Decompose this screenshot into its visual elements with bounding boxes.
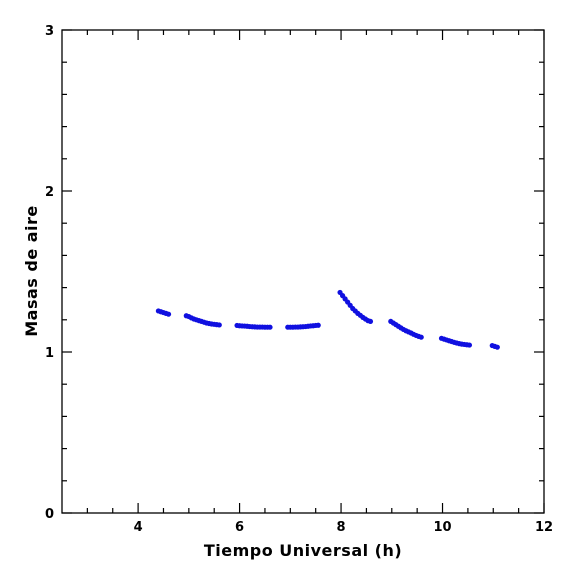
axis-ticks — [62, 29, 545, 514]
y-tick-label: 2 — [45, 185, 54, 200]
x-tick-label: 8 — [337, 520, 346, 535]
data-point — [418, 334, 424, 340]
data-point — [165, 311, 172, 317]
data-point — [466, 342, 473, 348]
x-tick-label: 10 — [433, 520, 451, 535]
x-tick-label: 4 — [134, 520, 143, 535]
data-point — [315, 322, 321, 328]
y-tick-label: 3 — [45, 24, 54, 39]
x-axis-label: Tiempo Universal (h) — [204, 541, 402, 560]
x-tick-label: 12 — [535, 520, 553, 535]
data-point — [494, 344, 500, 350]
data-points — [155, 289, 500, 350]
plot-frame — [61, 29, 545, 514]
y-tick-label: 1 — [45, 346, 54, 361]
x-tick-label: 6 — [235, 520, 244, 535]
y-tick-label: 0 — [45, 507, 54, 522]
data-point — [367, 318, 374, 325]
data-point — [216, 322, 222, 328]
data-point — [267, 324, 273, 330]
y-axis-label: Masas de aire — [22, 205, 41, 337]
